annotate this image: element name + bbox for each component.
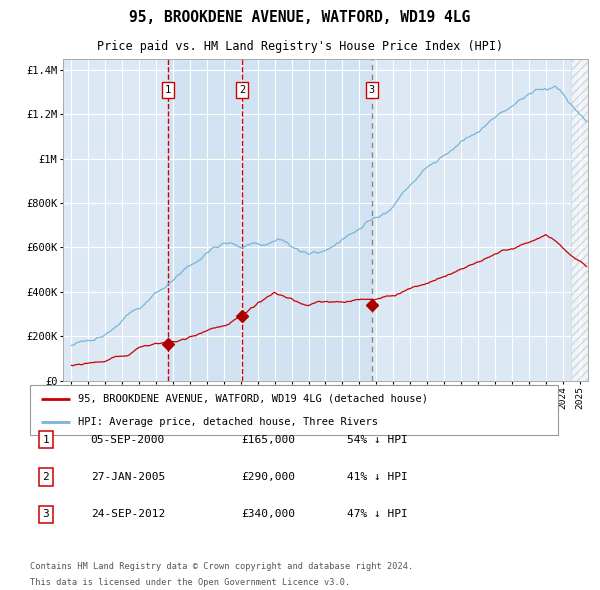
Text: This data is licensed under the Open Government Licence v3.0.: This data is licensed under the Open Gov…	[30, 578, 350, 587]
Text: £340,000: £340,000	[241, 509, 295, 519]
Text: 47% ↓ HPI: 47% ↓ HPI	[347, 509, 407, 519]
FancyBboxPatch shape	[30, 385, 558, 435]
Text: 1: 1	[43, 435, 49, 445]
Text: £290,000: £290,000	[241, 472, 295, 482]
Text: 3: 3	[43, 509, 49, 519]
Text: Contains HM Land Registry data © Crown copyright and database right 2024.: Contains HM Land Registry data © Crown c…	[30, 562, 413, 571]
Text: 05-SEP-2000: 05-SEP-2000	[91, 435, 165, 445]
Text: 95, BROOKDENE AVENUE, WATFORD, WD19 4LG (detached house): 95, BROOKDENE AVENUE, WATFORD, WD19 4LG …	[77, 394, 428, 404]
Text: 54% ↓ HPI: 54% ↓ HPI	[347, 435, 407, 445]
Bar	[571, 59, 588, 381]
Text: 3: 3	[368, 85, 375, 95]
Text: HPI: Average price, detached house, Three Rivers: HPI: Average price, detached house, Thre…	[77, 417, 377, 427]
Bar	[167, 59, 372, 381]
Text: £165,000: £165,000	[241, 435, 295, 445]
Text: 2: 2	[239, 85, 245, 95]
Text: Price paid vs. HM Land Registry's House Price Index (HPI): Price paid vs. HM Land Registry's House …	[97, 40, 503, 53]
Text: 1: 1	[164, 85, 171, 95]
Text: 27-JAN-2005: 27-JAN-2005	[91, 472, 165, 482]
Text: 2: 2	[43, 472, 49, 482]
Text: 24-SEP-2012: 24-SEP-2012	[91, 509, 165, 519]
Text: 41% ↓ HPI: 41% ↓ HPI	[347, 472, 407, 482]
Text: 95, BROOKDENE AVENUE, WATFORD, WD19 4LG: 95, BROOKDENE AVENUE, WATFORD, WD19 4LG	[130, 10, 470, 25]
